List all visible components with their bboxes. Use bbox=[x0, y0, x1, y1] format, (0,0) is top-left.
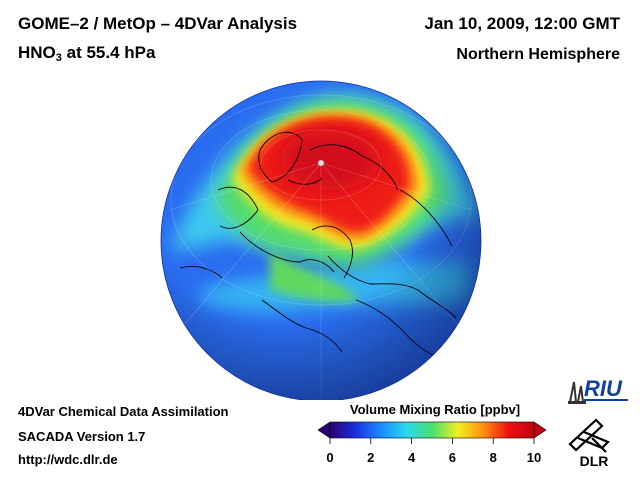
species-subscript: 3 bbox=[55, 52, 62, 64]
north-pole-marker bbox=[317, 159, 325, 167]
footer-system-label: 4DVar Chemical Data Assimilation bbox=[18, 404, 229, 419]
concentration-field bbox=[161, 81, 481, 400]
species-name: HNO bbox=[18, 43, 56, 62]
dlr-emblem-icon bbox=[568, 418, 610, 453]
colorbar-high-arrow bbox=[533, 421, 546, 439]
footer-version-label: SACADA Version 1.7 bbox=[18, 429, 146, 444]
riu-logo-text: RIU bbox=[584, 376, 623, 401]
globe-outline bbox=[160, 80, 482, 400]
species-level-label: HNO3 at 55.4 hPa bbox=[18, 43, 155, 64]
colorbar-low-arrow bbox=[318, 421, 331, 439]
colorbar-tick-label: 8 bbox=[489, 450, 497, 465]
globe-map bbox=[160, 80, 482, 400]
colorbar-tick-label: 10 bbox=[526, 450, 542, 465]
dlr-logo-text: DLR bbox=[580, 453, 609, 468]
colorbar bbox=[318, 421, 546, 444]
colorbar-tick-label: 2 bbox=[367, 450, 375, 465]
dlr-logo: DLR bbox=[568, 418, 610, 468]
colorbar-gradient bbox=[329, 421, 535, 439]
riu-logo: RIU bbox=[568, 376, 628, 404]
colorbar-tick-label: 4 bbox=[407, 450, 416, 465]
colorbar-title: Volume Mixing Ratio [ppbv] bbox=[349, 402, 521, 417]
colorbar-tick-label: 0 bbox=[326, 450, 334, 465]
region-label: Northern Hemisphere bbox=[456, 46, 620, 63]
pressure-level: at 55.4 hPa bbox=[61, 43, 156, 62]
date-label: Jan 10, 2009, 12:00 GMT bbox=[424, 14, 620, 33]
colorbar-tick-label: 6 bbox=[448, 450, 456, 465]
map-title: GOME–2 / MetOp – 4DVar Analysis bbox=[18, 14, 298, 33]
footer-url-label: http://wdc.dlr.de bbox=[18, 452, 118, 467]
